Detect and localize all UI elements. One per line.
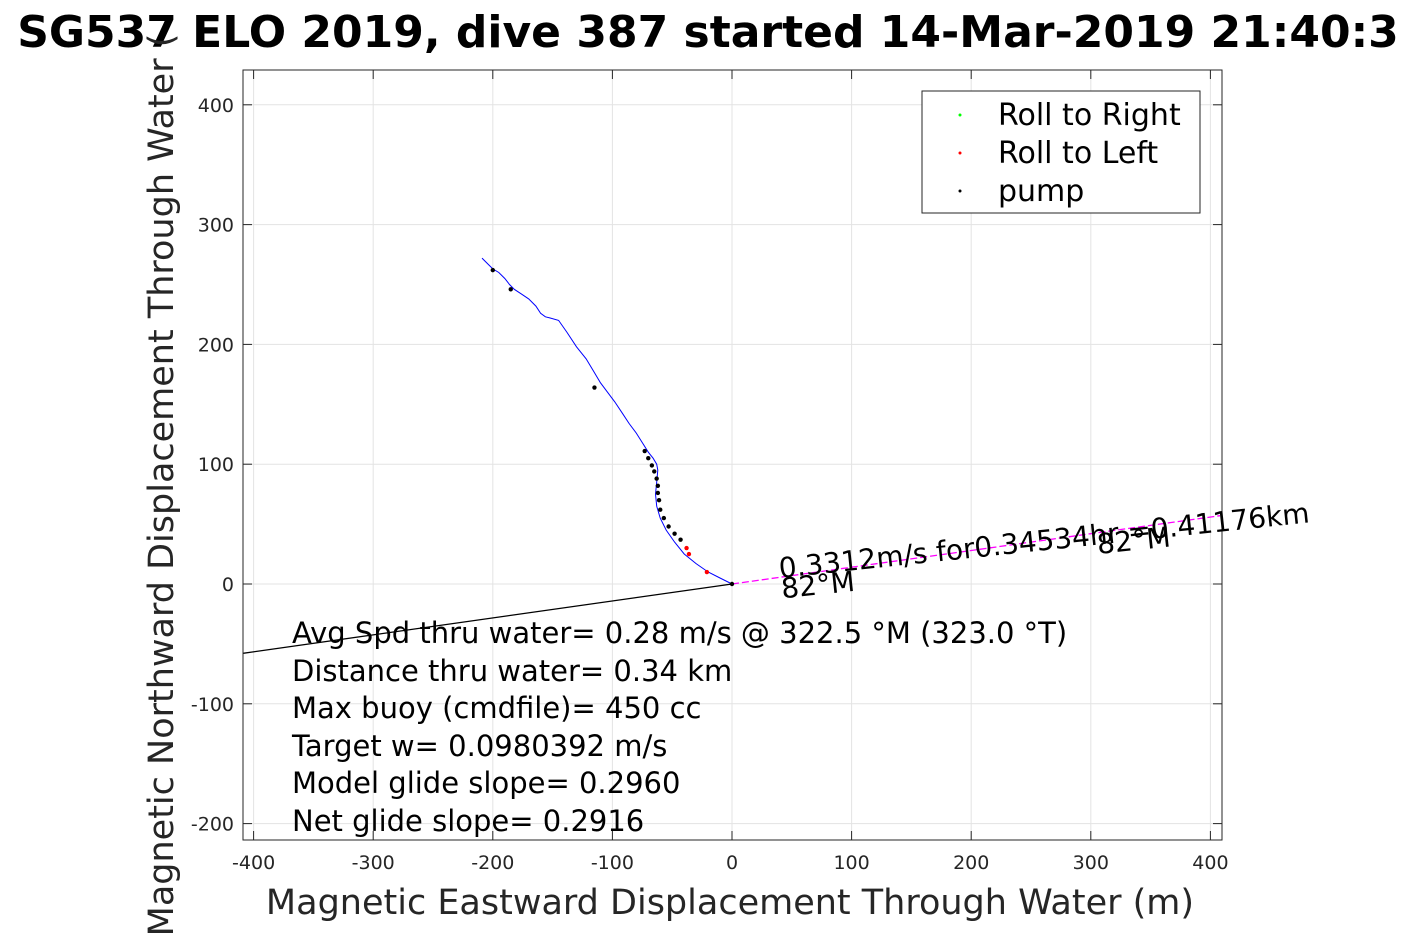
y-axis-label: Magnetic Northward Displacement Through … <box>142 34 182 937</box>
y-tick-label: -100 <box>191 694 234 716</box>
stat-max-buoy: Max buoy (cmdfile)= 450 cc <box>292 691 701 725</box>
current-vector-line <box>243 583 733 654</box>
legend-box <box>921 90 1201 214</box>
legend-marker-roll-right <box>958 113 962 117</box>
pump-point <box>642 448 647 454</box>
pump-point <box>729 581 735 587</box>
legend-marker-roll-left <box>958 151 962 155</box>
legend-label-roll-left: Roll to Left <box>998 136 1158 171</box>
projection-line <box>731 515 1221 585</box>
x-tick-label: -300 <box>352 852 395 874</box>
pump-point <box>661 515 667 521</box>
pump-point <box>649 463 655 468</box>
pump-point <box>658 507 663 512</box>
x-tick-label: -100 <box>591 852 634 874</box>
data-layer <box>243 257 1221 654</box>
track-line <box>481 257 733 585</box>
ticks: -400 -300 -200 -100 0 100 200 300 400 -200 -100 0 10… <box>191 70 1229 874</box>
x-tick-label: 0 <box>726 852 738 874</box>
pump-point <box>654 476 659 481</box>
pump-point <box>592 385 597 390</box>
x-tick-label: -400 <box>232 852 275 874</box>
y-tick-label: -200 <box>191 814 234 836</box>
legend-label-pump: pump <box>998 174 1084 209</box>
x-tick-label: 400 <box>1192 852 1228 874</box>
x-tick-label: 300 <box>1073 852 1109 874</box>
roll-left-point <box>684 545 689 551</box>
pump-point <box>490 267 495 273</box>
roll-left-point <box>704 569 710 575</box>
stat-avg-speed: Avg Spd thru water= 0.28 m/s @ 322.5 °M … <box>292 616 1067 650</box>
stat-net-glide: Net glide slope= 0.2916 <box>292 804 644 838</box>
y-tick-label: 400 <box>198 95 234 117</box>
x-tick-label: 100 <box>833 852 869 874</box>
pump-point <box>672 531 677 536</box>
y-tick-label: 0 <box>222 574 234 596</box>
pump-point <box>655 483 661 488</box>
pump-point <box>656 497 662 503</box>
legend: Roll to Right Roll to Left pump <box>921 90 1201 214</box>
legend-marker-pump <box>958 189 962 193</box>
stats-block: Avg Spd thru water= 0.28 m/s @ 322.5 °M … <box>291 616 1067 838</box>
x-tick-label: 200 <box>953 852 989 874</box>
x-axis-label: Magnetic Eastward Displacement Through W… <box>266 883 1194 923</box>
roll-left-point <box>686 551 692 557</box>
pump-point <box>646 456 651 461</box>
chart-title: SG537 ELO 2019, dive 387 started 14-Mar-… <box>17 7 1399 58</box>
stat-model-glide: Model glide slope= 0.2960 <box>292 766 680 800</box>
pump-point <box>652 469 657 474</box>
pump-point <box>666 524 671 529</box>
pump-point <box>508 287 513 292</box>
stat-distance: Distance thru water= 0.34 km <box>292 654 732 688</box>
pump-point <box>678 537 683 542</box>
y-tick-label: 200 <box>198 334 234 356</box>
y-tick-label: 300 <box>198 215 234 237</box>
legend-label-roll-right: Roll to Right <box>998 98 1181 133</box>
annotation-heading-end: 82°M <box>1095 520 1172 561</box>
x-tick-label: -200 <box>471 852 514 874</box>
stat-target-w: Target w= 0.0980392 m/s <box>291 729 667 763</box>
y-tick-label: 100 <box>198 454 234 476</box>
pump-point <box>655 490 661 496</box>
annotation-heading-start: 82°M <box>780 565 857 606</box>
